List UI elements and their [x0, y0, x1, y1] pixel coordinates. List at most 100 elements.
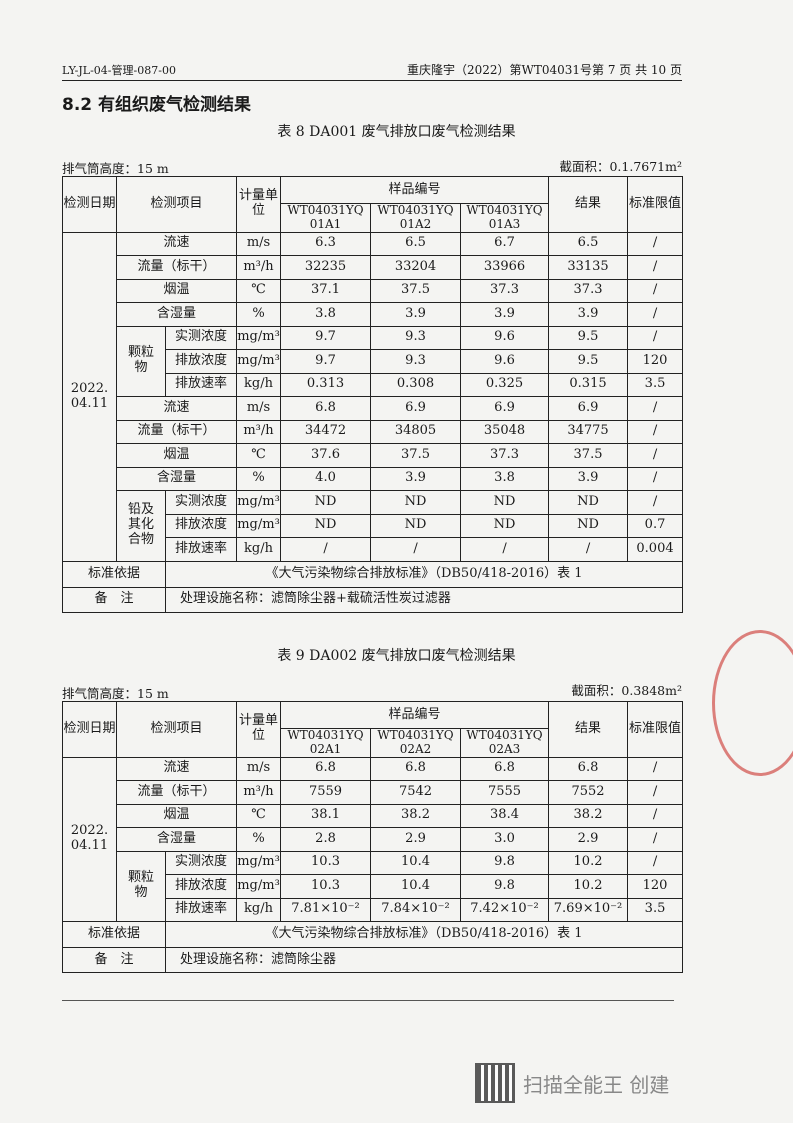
- result-cell: 2.9: [548, 827, 629, 852]
- result-cell: 33135: [548, 255, 629, 280]
- value-cell: 6.7: [460, 231, 550, 257]
- header-sample-1: WT04031YQ 01A1: [280, 203, 372, 233]
- value-cell: ND: [370, 513, 462, 539]
- value-cell: 6.8: [280, 756, 372, 782]
- value-cell: 37.1: [280, 278, 372, 304]
- unit-cell: m³/h: [236, 255, 282, 280]
- unit-cell: %: [236, 302, 282, 327]
- unit-cell: kg/h: [236, 372, 282, 398]
- limit-cell: /: [627, 255, 684, 280]
- header-limit: 标准限值: [627, 176, 684, 233]
- limit-cell: 120: [627, 874, 684, 899]
- value-cell: 6.9: [370, 396, 462, 421]
- value-cell: 7.84×10⁻²: [370, 897, 462, 923]
- table-row: 排放速率 kg/h 7.81×10⁻² 7.84×10⁻² 7.42×10⁻² 7.69×…: [63, 897, 684, 923]
- basis-label: 标准依据: [62, 560, 166, 588]
- item-cell: 流量（标干）: [115, 419, 238, 445]
- unit-cell: mg/m³: [236, 325, 282, 351]
- item-cell: 排放浓度: [164, 349, 238, 374]
- unit-cell: mg/m³: [236, 850, 282, 876]
- value-cell: 35048: [460, 419, 550, 445]
- table-row: 颗粒物 实测浓度 mg/m³ 10.3 10.4 9.8 10.2/: [63, 850, 684, 923]
- table-row: 烟温 ℃ 37.6 37.5 37.3 37.5/: [63, 443, 684, 468]
- limit-cell: /: [627, 780, 684, 805]
- value-cell: 37.5: [370, 278, 462, 304]
- value-cell: 33204: [370, 255, 462, 280]
- value-cell: 32235: [280, 255, 372, 280]
- limit-cell: 0.7: [627, 513, 684, 539]
- page-header: LY-JL-04-管理-087-00 重庆隆宇（2022）第WT04031号第 …: [62, 63, 682, 81]
- header-item: 检测项目: [115, 701, 238, 758]
- date-cell: 2022. 04.11: [62, 756, 117, 923]
- header-sample-id: 样品编号: [280, 701, 550, 729]
- value-cell: 37.3: [460, 443, 550, 468]
- limit-cell: 3.5: [627, 372, 684, 398]
- limit-cell: /: [627, 466, 684, 492]
- value-cell: 3.8: [280, 302, 372, 327]
- doc-code: LY-JL-04-管理-087-00: [62, 64, 176, 77]
- value-cell: 34472: [280, 419, 372, 445]
- header-unit: 计量单位: [236, 176, 282, 233]
- header-result: 结果: [548, 701, 629, 758]
- item-cell: 含湿量: [115, 466, 238, 492]
- value-cell: 37.3: [460, 278, 550, 304]
- limit-cell: /: [627, 490, 684, 515]
- value-cell: 2.8: [280, 827, 372, 852]
- note-value: 处理设施名称：滤筒除尘器: [164, 947, 684, 974]
- table-row: 流量（标干） m³/h 34472 34805 35048 34775/: [63, 419, 684, 445]
- note-label: 备 注: [62, 947, 166, 974]
- value-cell: 9.6: [460, 349, 550, 374]
- limit-cell: /: [627, 756, 684, 782]
- limit-cell: 3.5: [627, 897, 684, 923]
- item-cell: 流速: [115, 396, 238, 421]
- unit-cell: m/s: [236, 396, 282, 421]
- unit-cell: m³/h: [236, 419, 282, 445]
- value-cell: 0.313: [280, 372, 372, 398]
- value-cell: 37.6: [280, 443, 372, 468]
- note-value: 处理设施名称：滤筒除尘器+载硫活性炭过滤器: [164, 586, 684, 613]
- unit-cell: kg/h: [236, 537, 282, 562]
- limit-cell: /: [627, 443, 684, 468]
- limit-cell: 0.004: [627, 537, 684, 562]
- footer-divider: [62, 1000, 674, 1001]
- value-cell: ND: [370, 490, 462, 515]
- table-8-area: 截面积：0.1.7671m²: [559, 159, 682, 174]
- table-row: 排放浓度 mg/m³ ND ND ND ND 0.7: [63, 513, 684, 539]
- result-cell: 0.315: [548, 372, 629, 398]
- value-cell: 3.9: [370, 302, 462, 327]
- result-cell: 6.8: [548, 756, 629, 782]
- table-9-area: 截面积：0.3848m²: [571, 683, 682, 698]
- header-result: 结果: [548, 176, 629, 233]
- scanner-watermark: 扫描全能王 创建: [475, 1063, 669, 1103]
- limit-cell: 120: [627, 349, 684, 374]
- value-cell: ND: [460, 513, 550, 539]
- unit-cell: m/s: [236, 231, 282, 257]
- result-cell: /: [548, 537, 629, 562]
- table-row: 排放速率 kg/h 0.313 0.308 0.325 0.315 3.5: [63, 372, 684, 398]
- red-seal-stamp: [712, 630, 793, 776]
- group-cell: 颗粒物: [116, 850, 166, 923]
- value-cell: 7555: [460, 780, 550, 805]
- value-cell: ND: [460, 490, 550, 515]
- header-sample-id: 样品编号: [280, 176, 550, 204]
- value-cell: 38.4: [460, 803, 550, 829]
- value-cell: 3.9: [370, 466, 462, 492]
- value-cell: 6.8: [460, 756, 550, 782]
- unit-cell: m³/h: [236, 780, 282, 805]
- value-cell: 10.4: [370, 874, 462, 899]
- item-cell: 排放浓度: [164, 874, 238, 899]
- value-cell: 33966: [460, 255, 550, 280]
- unit-cell: %: [236, 827, 282, 852]
- value-cell: 9.8: [460, 874, 550, 899]
- limit-cell: /: [627, 302, 684, 327]
- item-cell: 流速: [115, 756, 238, 782]
- table-8: 检测日期 检测项目 计量单位 样品编号 结果 标准限值 WT04031YQ 01A1 WT04…: [62, 176, 684, 613]
- item-cell: 实测浓度: [164, 325, 238, 351]
- limit-cell: /: [627, 803, 684, 829]
- section-title: 8.2 有组织废气检测结果: [62, 95, 252, 115]
- unit-cell: ℃: [236, 278, 282, 304]
- table-8-stack-height: 排气筒高度：15 m: [62, 161, 169, 176]
- value-cell: ND: [280, 513, 372, 539]
- table-row: 颗粒物 实测浓度 mg/m³ 9.7 9.3 9.6 9.5/: [63, 325, 684, 398]
- header-sample-3: WT04031YQ 02A3: [460, 728, 550, 758]
